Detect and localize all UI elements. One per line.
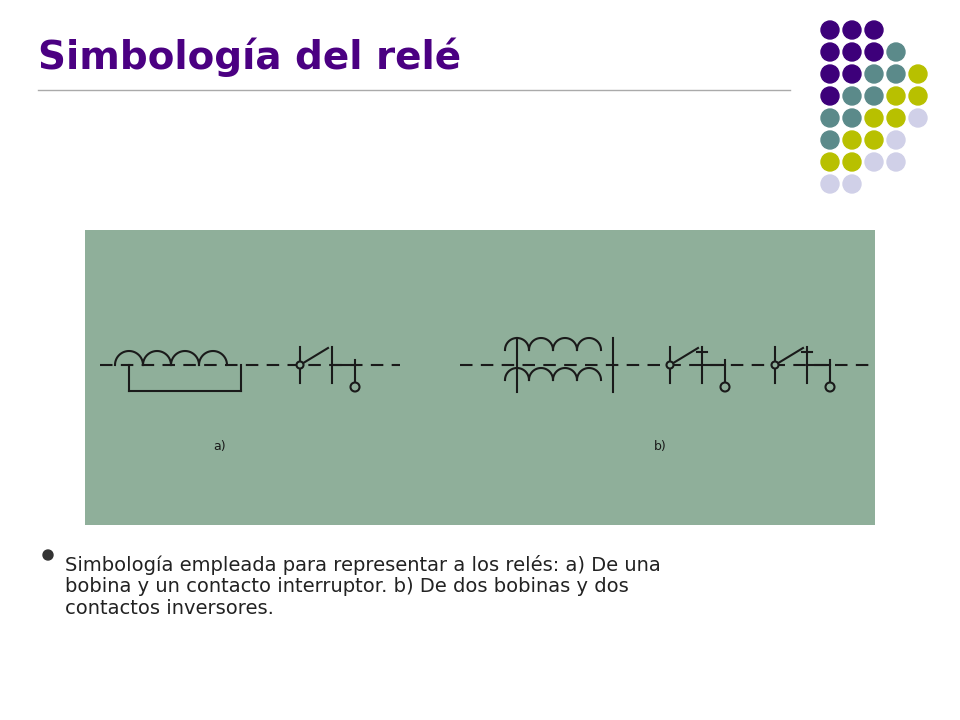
Text: b): b): [654, 440, 666, 453]
Text: Simbología del relé: Simbología del relé: [38, 37, 461, 77]
Text: contactos inversores.: contactos inversores.: [65, 599, 274, 618]
Circle shape: [821, 87, 839, 105]
Circle shape: [843, 43, 861, 61]
FancyBboxPatch shape: [85, 230, 875, 525]
Circle shape: [821, 109, 839, 127]
Circle shape: [887, 131, 905, 149]
Circle shape: [865, 131, 883, 149]
Text: bobina y un contacto interruptor. b) De dos bobinas y dos: bobina y un contacto interruptor. b) De …: [65, 577, 629, 596]
Circle shape: [821, 175, 839, 193]
Text: Simbología empleada para representar a los relés: a) De una: Simbología empleada para representar a l…: [65, 555, 660, 575]
Circle shape: [843, 131, 861, 149]
Circle shape: [865, 43, 883, 61]
Circle shape: [843, 175, 861, 193]
Circle shape: [43, 550, 53, 560]
Circle shape: [887, 43, 905, 61]
Circle shape: [821, 21, 839, 39]
Circle shape: [865, 109, 883, 127]
Circle shape: [865, 87, 883, 105]
Circle shape: [887, 109, 905, 127]
Circle shape: [826, 382, 834, 392]
Circle shape: [909, 87, 927, 105]
Circle shape: [843, 87, 861, 105]
Circle shape: [909, 109, 927, 127]
Circle shape: [821, 131, 839, 149]
Circle shape: [721, 382, 730, 392]
Circle shape: [821, 153, 839, 171]
Text: a): a): [214, 440, 227, 453]
Circle shape: [843, 109, 861, 127]
Circle shape: [843, 21, 861, 39]
Circle shape: [865, 21, 883, 39]
Circle shape: [821, 43, 839, 61]
Circle shape: [865, 65, 883, 83]
Circle shape: [350, 382, 359, 392]
Circle shape: [666, 361, 674, 369]
Circle shape: [865, 153, 883, 171]
Circle shape: [297, 361, 303, 369]
Circle shape: [887, 87, 905, 105]
Circle shape: [909, 65, 927, 83]
Circle shape: [887, 153, 905, 171]
Circle shape: [887, 65, 905, 83]
Circle shape: [772, 361, 779, 369]
Circle shape: [821, 65, 839, 83]
Circle shape: [843, 153, 861, 171]
Circle shape: [843, 65, 861, 83]
